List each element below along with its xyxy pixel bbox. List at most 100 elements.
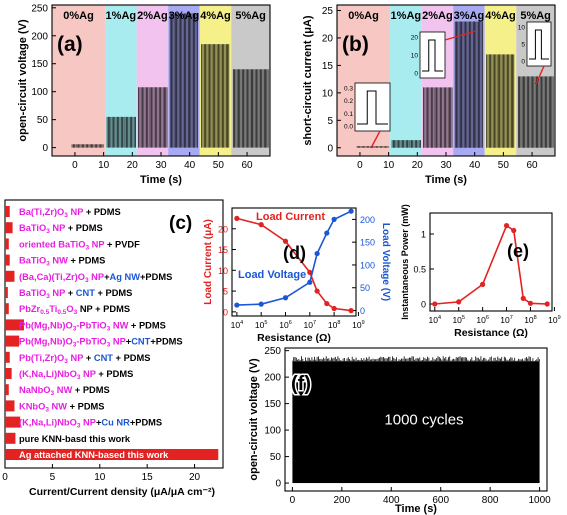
x-tick-label: 10 — [98, 160, 110, 171]
x-tick-label: 20 — [189, 472, 201, 483]
y-tick-label: 20 — [322, 33, 334, 44]
category-label: Pb(Mg,Nb)O3-PbTiO3 NW + PDMS — [19, 320, 166, 332]
x-axis-label: Resistance (Ω) — [454, 327, 528, 339]
inset-tick-label: 0.2 — [344, 98, 353, 105]
plot-frame — [284, 347, 548, 492]
load-voltage-point — [258, 301, 264, 307]
pulse-series — [106, 116, 136, 148]
x-tick-label: 20 — [412, 160, 424, 171]
x-tick-label: 40 — [469, 160, 481, 171]
panel-e-power-chart: 104 105 106 107 108 109 Resistance (Ω) 0 0.5 1 Ins… — [400, 204, 561, 339]
y-tick-label: 15 — [322, 61, 334, 72]
inset-tick-label: 0.0 — [344, 124, 353, 131]
comparison-bar — [5, 287, 8, 298]
y-tick-label: 150 — [31, 59, 48, 70]
x-tick-label: 105 — [255, 320, 268, 330]
load-current-point — [324, 300, 330, 307]
x-tick-label: 30 — [155, 160, 167, 171]
y-tick-label: 50 — [270, 452, 282, 463]
y-tick-label: 50 — [37, 115, 49, 126]
panel-label: (b) — [342, 33, 369, 56]
x-tick-label: 0 — [290, 495, 296, 506]
x-tick-label: 107 — [304, 320, 317, 330]
category-label: NaNbO3 NW + PDMS — [19, 385, 110, 397]
y-tick-label: 250 — [31, 3, 48, 14]
x-tick-label: 400 — [383, 495, 400, 506]
series-label: Load Current — [256, 211, 325, 223]
inset-tick-label: 20 — [411, 35, 419, 42]
segment-label: 1%Ag — [106, 10, 137, 22]
comparison-bar — [5, 384, 9, 396]
y-tick-label: 200 — [31, 31, 48, 42]
load-voltage-point — [331, 216, 337, 222]
category-label: (K,Na,Li)NbO3 NP + PDMS — [19, 369, 133, 381]
comparison-bar — [5, 222, 13, 234]
panel-label: (d) — [283, 243, 306, 263]
inset-pulse — [357, 90, 388, 125]
comparison-bar — [5, 319, 24, 331]
y-tick-label: 20 — [218, 224, 228, 234]
y-tick-label: 0 — [421, 300, 426, 310]
x-tick-label: 0 — [357, 160, 363, 171]
y-tick-label: 200 — [360, 215, 375, 225]
power-line — [434, 224, 548, 305]
load-voltage-point — [348, 208, 354, 214]
segment-background — [390, 5, 422, 156]
cycles-annotation: 1000 cycles — [384, 412, 463, 429]
comparison-bar — [5, 368, 12, 379]
y-tick-label: 100 — [360, 260, 375, 270]
x-axis-label: Time (s) — [395, 503, 437, 515]
load-current-point — [234, 215, 240, 221]
inset-pulse — [529, 29, 549, 60]
power-point — [527, 300, 534, 306]
power-point — [520, 295, 526, 301]
y-axis-label: Instantaneous Power (mW) — [400, 204, 410, 320]
y-tick-label: 0.5 — [413, 265, 426, 275]
pulse-series — [486, 54, 515, 148]
category-label: Ag attached KNN-based this work — [19, 450, 169, 460]
y-tick-label: 250 — [264, 346, 281, 357]
segment-label: 2%Ag — [422, 10, 453, 22]
x-tick-label: 40 — [184, 160, 196, 171]
plot-frame — [231, 207, 357, 317]
load-current-line — [236, 217, 352, 312]
category-label: BaTiO3 NP + CNT + PDMS — [19, 288, 132, 300]
x-tick-label: 60 — [241, 160, 253, 171]
y-tick-label: 0 — [223, 307, 228, 317]
plot-frame — [429, 212, 553, 312]
panel-label: (a) — [57, 33, 83, 56]
plot-frame — [4, 199, 224, 469]
x-tick-label: 108 — [328, 320, 341, 330]
x-tick-label: 50 — [498, 160, 510, 171]
category-label: PbZr0.5Ti0.5O3 NP + PDMS — [19, 304, 130, 316]
y-tick-label: 200 — [264, 373, 281, 384]
comparison-bar — [5, 206, 10, 217]
power-point — [456, 299, 462, 305]
pulse-series — [391, 140, 421, 148]
comparison-bar — [5, 400, 15, 412]
panel-label: (e) — [507, 241, 529, 261]
x-tick-label: 0 — [2, 472, 8, 483]
panel-label: (f) — [291, 373, 311, 395]
x-tick-label: 106 — [476, 315, 489, 325]
comparison-bar — [5, 416, 21, 428]
y-tick-label: 10 — [218, 266, 228, 276]
inset-tick-label: 10 — [518, 25, 526, 32]
category-label: (Ba,Ca)(Ti,Zr)O3 NP+Ag NW+PDMS — [19, 272, 172, 284]
y-axis-label: open-circuit voltage (V) — [248, 358, 260, 481]
x-tick-label: 105 — [452, 315, 465, 325]
load-voltage-point — [324, 230, 330, 236]
comparison-bar — [5, 303, 9, 315]
inset-arrow — [370, 130, 381, 149]
category-label: pure KNN-basd this work — [19, 434, 131, 444]
x-tick-label: 10 — [94, 472, 106, 483]
panel-f-stability-chart: 0 200 400 600 800 1000 0 50 100 150 200 250 Time (s)… — [248, 346, 551, 515]
inset-arrow — [444, 30, 477, 41]
inset-arrow — [535, 65, 545, 85]
y-tick-label: 25 — [322, 6, 334, 17]
load-current-point — [314, 288, 320, 294]
category-label: BaTiO3 NW + PDMS — [19, 256, 105, 268]
inset-tick-label: 0 — [521, 59, 525, 66]
pulse-series — [423, 87, 453, 148]
